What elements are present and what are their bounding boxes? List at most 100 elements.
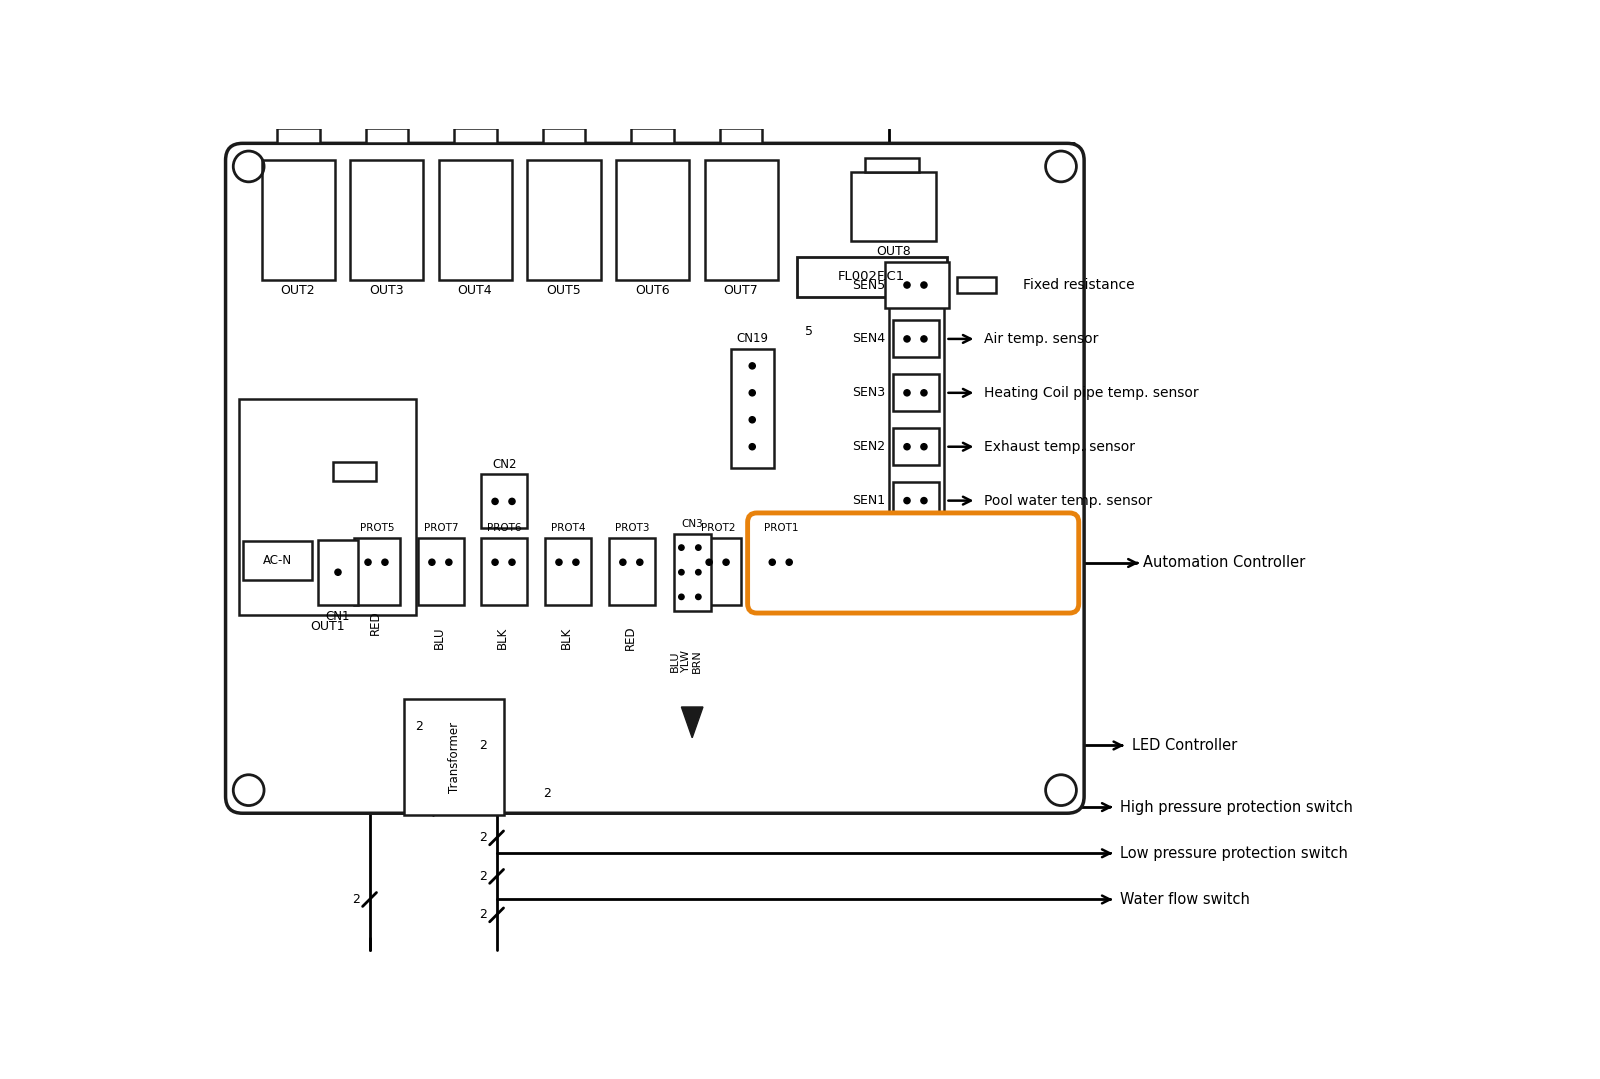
- Circle shape: [382, 559, 389, 565]
- Text: BLU: BLU: [670, 650, 680, 671]
- Text: PROT4: PROT4: [550, 523, 586, 533]
- Bar: [542, 128, 586, 144]
- Bar: [893, 428, 939, 465]
- Text: CN3: CN3: [682, 519, 702, 529]
- Circle shape: [922, 282, 926, 288]
- Text: CN1: CN1: [326, 610, 350, 623]
- Circle shape: [749, 416, 755, 423]
- Bar: [438, 161, 512, 279]
- Bar: [720, 128, 762, 144]
- Text: Air temp. sensor: Air temp. sensor: [984, 332, 1098, 346]
- Text: 2: 2: [542, 787, 550, 800]
- Bar: [731, 349, 774, 468]
- Text: Low pressure protection switch: Low pressure protection switch: [1120, 846, 1349, 861]
- FancyBboxPatch shape: [226, 144, 1085, 814]
- Circle shape: [922, 443, 926, 450]
- Circle shape: [509, 559, 515, 565]
- Text: 2: 2: [416, 720, 424, 733]
- Text: AC-N: AC-N: [262, 555, 291, 568]
- Circle shape: [904, 336, 910, 342]
- Bar: [885, 262, 949, 309]
- Bar: [354, 537, 400, 605]
- Bar: [616, 161, 690, 279]
- Bar: [238, 399, 416, 615]
- Text: PROT2: PROT2: [701, 523, 736, 533]
- Circle shape: [749, 443, 755, 450]
- Circle shape: [770, 559, 776, 565]
- Circle shape: [619, 559, 626, 565]
- Circle shape: [749, 363, 755, 369]
- Text: Exhaust temp. sensor: Exhaust temp. sensor: [984, 440, 1134, 454]
- Circle shape: [555, 559, 562, 565]
- Bar: [888, 263, 944, 522]
- Text: BLU: BLU: [434, 627, 446, 648]
- Bar: [350, 161, 424, 279]
- Circle shape: [904, 282, 910, 288]
- Bar: [704, 161, 778, 279]
- Bar: [405, 699, 504, 815]
- Text: OUT8: OUT8: [875, 245, 910, 258]
- Text: High pressure protection switch: High pressure protection switch: [1120, 800, 1354, 815]
- Text: SEN4: SEN4: [853, 332, 885, 345]
- Circle shape: [706, 559, 712, 565]
- Bar: [243, 542, 312, 579]
- Circle shape: [904, 390, 910, 396]
- Bar: [528, 161, 600, 279]
- Bar: [333, 462, 376, 481]
- Circle shape: [365, 559, 371, 565]
- Bar: [454, 128, 496, 144]
- Bar: [610, 537, 656, 605]
- FancyBboxPatch shape: [747, 513, 1078, 613]
- Circle shape: [637, 559, 643, 565]
- Text: 2: 2: [478, 909, 486, 921]
- Text: Fixed resistance: Fixed resistance: [1022, 278, 1134, 292]
- Circle shape: [446, 559, 451, 565]
- Bar: [632, 128, 674, 144]
- Text: OUT6: OUT6: [635, 284, 669, 297]
- Bar: [893, 267, 939, 303]
- Text: Automation Controller: Automation Controller: [1144, 556, 1306, 571]
- Text: Pool water temp. sensor: Pool water temp. sensor: [984, 493, 1152, 507]
- Text: OUT3: OUT3: [370, 284, 403, 297]
- Circle shape: [678, 570, 685, 575]
- Text: SEN5: SEN5: [853, 278, 885, 291]
- Text: YLW: YLW: [682, 650, 691, 672]
- Bar: [318, 540, 358, 605]
- Text: 2: 2: [478, 832, 486, 845]
- Circle shape: [678, 595, 685, 600]
- Circle shape: [749, 390, 755, 396]
- Text: CN2: CN2: [493, 457, 517, 470]
- Bar: [674, 534, 710, 611]
- Text: OUT4: OUT4: [458, 284, 493, 297]
- Circle shape: [573, 559, 579, 565]
- Text: Transformer: Transformer: [448, 722, 461, 793]
- Circle shape: [922, 336, 926, 342]
- Text: BRN: BRN: [691, 648, 702, 672]
- Circle shape: [696, 570, 701, 575]
- Polygon shape: [682, 707, 702, 738]
- Bar: [696, 537, 741, 605]
- Text: SEN3: SEN3: [853, 386, 885, 399]
- Text: Water flow switch: Water flow switch: [1120, 892, 1250, 907]
- Circle shape: [904, 497, 910, 504]
- Text: PROT1: PROT1: [765, 523, 798, 533]
- Bar: [797, 257, 947, 297]
- Bar: [864, 158, 918, 172]
- Text: OUT1: OUT1: [310, 620, 344, 633]
- Text: CN19: CN19: [736, 331, 768, 344]
- Text: OUT5: OUT5: [546, 284, 581, 297]
- Text: 2: 2: [352, 893, 360, 906]
- Text: PROT6: PROT6: [486, 523, 522, 533]
- Bar: [482, 475, 528, 529]
- Circle shape: [786, 559, 792, 565]
- Circle shape: [491, 498, 498, 505]
- Circle shape: [429, 559, 435, 565]
- Bar: [418, 537, 464, 605]
- Text: 5: 5: [805, 325, 813, 338]
- Circle shape: [723, 559, 730, 565]
- Text: Heating Coil pipe temp. sensor: Heating Coil pipe temp. sensor: [984, 386, 1198, 400]
- Circle shape: [509, 498, 515, 505]
- Bar: [366, 128, 408, 144]
- Text: FL002F.C1: FL002F.C1: [838, 270, 906, 283]
- Bar: [758, 537, 805, 605]
